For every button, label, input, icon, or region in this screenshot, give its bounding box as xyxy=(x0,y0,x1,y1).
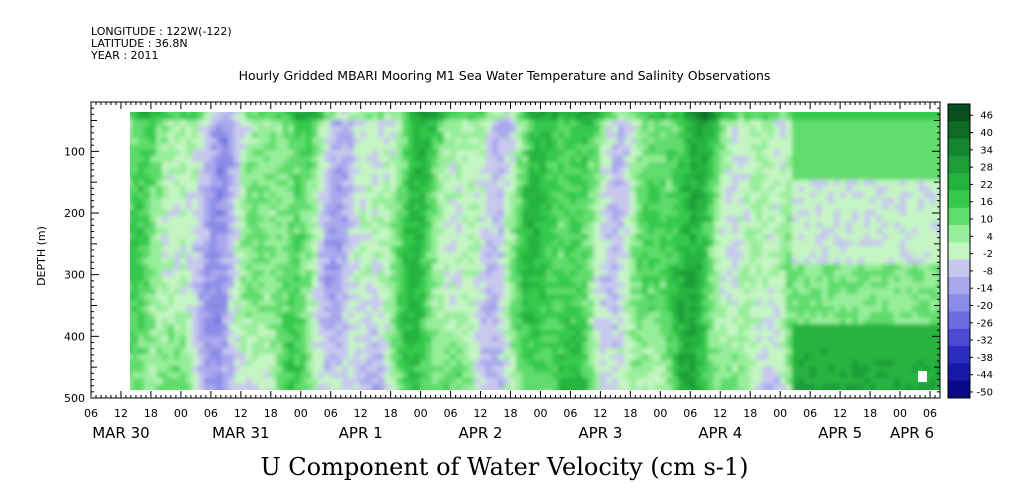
x-hour-label: 06 xyxy=(803,407,817,420)
x-hour-label: 00 xyxy=(174,407,188,420)
x-hour-label: 06 xyxy=(923,407,937,420)
x-hour-label: 12 xyxy=(474,407,488,420)
x-hour-label: 06 xyxy=(563,407,577,420)
velocity-field xyxy=(130,112,940,390)
colorbar-swatch xyxy=(948,207,970,226)
y-tick-label: 400 xyxy=(64,330,85,343)
field-cells xyxy=(130,112,940,390)
x-axis: 06 12 18 00 06 12 18 00 06 12 18 00 06 12 18 00 06 12 18 00… xyxy=(84,102,941,442)
colorbar-swatch xyxy=(948,363,970,382)
x-hour-label: 06 xyxy=(324,407,338,420)
y-axis: 100 200 300 400 500 xyxy=(64,101,940,405)
x-date-label: APR 6 xyxy=(890,424,934,442)
colorbar-label: 46 xyxy=(980,111,993,122)
colorbar-swatch xyxy=(948,225,970,243)
x-hour-label: 18 xyxy=(504,407,518,420)
chart-title: Hourly Gridded MBARI Mooring M1 Sea Wate… xyxy=(238,68,771,83)
colorbar-label: 22 xyxy=(980,180,993,191)
colorbar-label: -14 xyxy=(977,284,993,295)
x-hour-label: 18 xyxy=(384,407,398,420)
x-date-label: APR 2 xyxy=(459,424,503,442)
colorbar-swatch xyxy=(948,259,970,278)
colorbar-label: -2 xyxy=(983,249,993,260)
data-gap xyxy=(918,371,927,382)
latitude-label: LATITUDE : 36.8N xyxy=(91,37,188,50)
x-date-label: MAR 31 xyxy=(212,424,269,442)
x-hour-label: 06 xyxy=(204,407,218,420)
colorbar-label: 16 xyxy=(980,197,993,208)
chart-caption: U Component of Water Velocity (cm s-1) xyxy=(260,453,749,481)
x-hour-label: 12 xyxy=(713,407,727,420)
colorbar-swatch xyxy=(948,138,970,157)
colorbar-swatch xyxy=(948,311,970,330)
colorbar-label: 40 xyxy=(980,128,993,139)
colorbar-swatch xyxy=(948,380,970,399)
colorbar-border xyxy=(947,103,971,399)
longitude-label: LONGITUDE : 122W(-122) xyxy=(91,25,232,38)
colorbar-swatch xyxy=(948,294,970,313)
colorbar-label: -20 xyxy=(977,301,993,312)
y-tick-label: 200 xyxy=(64,207,85,220)
x-hour-label: 00 xyxy=(533,407,547,420)
y-axis-label: DEPTH (m) xyxy=(35,226,48,286)
x-hour-label: 00 xyxy=(653,407,667,420)
x-hour-label: 18 xyxy=(623,407,637,420)
colorbar-swatch xyxy=(948,242,970,261)
colorbar-swatch xyxy=(948,190,970,209)
colorbar-label: 10 xyxy=(980,215,993,226)
x-date-label: MAR 30 xyxy=(92,424,149,442)
x-date-label: APR 1 xyxy=(339,424,383,442)
x-hour-label: 12 xyxy=(593,407,607,420)
x-hour-label: 00 xyxy=(294,407,308,420)
year-label: YEAR : 2011 xyxy=(91,49,159,62)
colorbar-swatch xyxy=(948,328,970,347)
x-hour-label: 18 xyxy=(264,407,278,420)
x-hour-label: 12 xyxy=(114,407,128,420)
colorbar-label: -8 xyxy=(983,266,993,277)
y-tick-label: 500 xyxy=(64,392,85,405)
x-hour-label: 06 xyxy=(683,407,697,420)
colorbar-label: 4 xyxy=(987,232,993,243)
x-hour-label: 00 xyxy=(414,407,428,420)
x-hour-label: 00 xyxy=(893,407,907,420)
x-hour-label: 06 xyxy=(84,407,98,420)
x-hour-label: 12 xyxy=(234,407,248,420)
x-hour-label: 18 xyxy=(863,407,877,420)
x-hour-label: 18 xyxy=(743,407,757,420)
colorbar-swatch xyxy=(948,104,970,122)
x-hour-label: 18 xyxy=(144,407,158,420)
x-date-label: APR 4 xyxy=(698,424,742,442)
x-date-label: APR 5 xyxy=(818,424,862,442)
colorbar-swatch xyxy=(948,155,970,174)
x-hour-label: 06 xyxy=(444,407,458,420)
colorbar: 46 40 34 28 22 16 10 4 -2 -8 -14 -20 -26 -32 -38 -44 -50 xyxy=(947,103,993,399)
y-tick-label: 300 xyxy=(64,269,85,282)
colorbar-label: -44 xyxy=(977,370,993,381)
colorbar-swatch xyxy=(948,276,970,295)
colorbar-swatch xyxy=(948,173,970,191)
colorbar-swatch xyxy=(948,346,970,364)
colorbar-swatch xyxy=(948,121,970,140)
x-date-label: APR 3 xyxy=(578,424,622,442)
colorbar-label: 34 xyxy=(980,145,993,156)
x-hour-label: 12 xyxy=(354,407,368,420)
y-tick-label: 100 xyxy=(64,145,85,158)
colorbar-label: -50 xyxy=(977,387,993,398)
colorbar-label: -38 xyxy=(977,353,993,364)
x-hour-label: 00 xyxy=(773,407,787,420)
x-hour-label: 12 xyxy=(833,407,847,420)
colorbar-label: 28 xyxy=(980,163,993,174)
colorbar-label: -32 xyxy=(977,336,993,347)
colorbar-label: -26 xyxy=(977,318,993,329)
